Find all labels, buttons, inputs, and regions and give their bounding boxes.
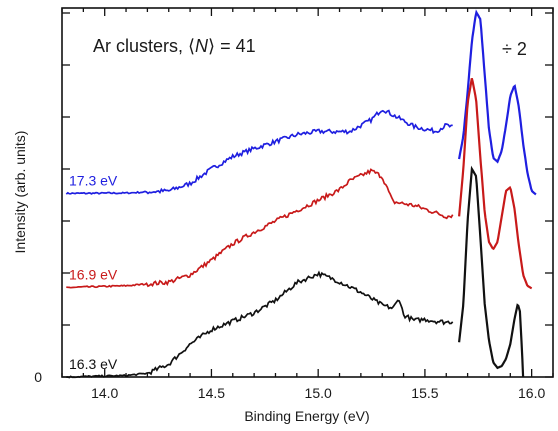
series-line-1 [66, 168, 454, 289]
series-line-0 [65, 109, 453, 195]
y-axis-label: Intensity (arb. units) [12, 131, 28, 254]
series-group [65, 9, 537, 379]
series-label-2: 16.3 eV [69, 356, 118, 372]
series-label-0: 17.3 eV [69, 172, 118, 188]
title-suffix: ⟩ = 41 [208, 36, 256, 56]
series-label-1: 16.9 eV [69, 267, 118, 283]
chart-title: Ar clusters, ⟨N⟩ = 41 [93, 36, 256, 56]
x-tick-label: 15.0 [305, 385, 332, 401]
x-tick-label: 14.5 [198, 385, 225, 401]
plot-border [61, 7, 554, 378]
x-tick-label: 16.0 [518, 385, 545, 401]
title-variable: N [195, 36, 209, 56]
y-tick-label-zero: 0 [34, 369, 42, 385]
x-tick-label: 15.5 [411, 385, 438, 401]
x-axis-label: Binding Energy (eV) [244, 408, 369, 424]
series-peak-0 [458, 9, 537, 196]
series-peak-1 [458, 78, 533, 290]
labels: 17.3 eV 16.9 eV 16.3 eV 14.0 14.5 15.0 15.5 16.… [12, 36, 545, 424]
series-line-2 [66, 270, 454, 379]
title-prefix: Ar clusters, ⟨ [93, 36, 195, 56]
plot-frame [61, 7, 554, 378]
series-peak-2 [458, 165, 525, 378]
x-tick-label: 14.0 [91, 385, 118, 401]
axis-ticks [61, 8, 554, 378]
scale-note: ÷ 2 [502, 39, 527, 59]
